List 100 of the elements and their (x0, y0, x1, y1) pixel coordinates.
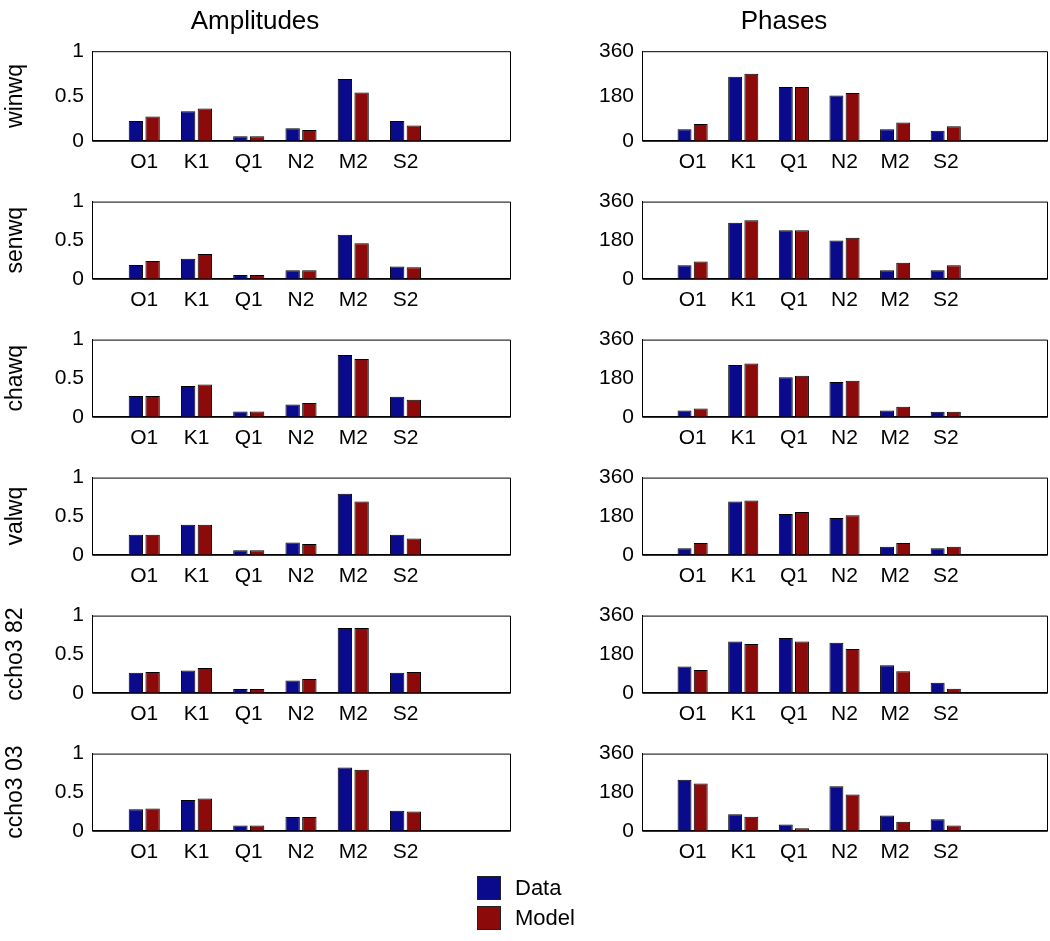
x-tick-label: S2 (392, 563, 419, 587)
y-tick-label: 0 (72, 127, 84, 151)
y-tick-label: 360 (598, 740, 634, 764)
y-tick-label: 0 (622, 679, 634, 703)
x-tick-label: N2 (287, 563, 315, 587)
x-tick-label: N2 (831, 149, 858, 173)
legend-label: Model (515, 905, 575, 931)
y-tick-label: 360 (598, 326, 634, 350)
x-tick-label: Q1 (234, 563, 263, 587)
x-tick-label: K1 (730, 839, 757, 863)
y-tick-label: 1 (72, 188, 84, 212)
x-tick-label: Q1 (779, 563, 808, 587)
x-tick-label: S2 (932, 287, 959, 311)
x-tick-label: N2 (287, 149, 315, 173)
y-tick-label: 0 (622, 817, 634, 841)
chart-title: Phases (740, 4, 828, 35)
x-tick-label: N2 (287, 839, 315, 863)
y-tick-label: 1 (72, 38, 84, 61)
x-tick-label: M2 (338, 563, 368, 587)
x-tick-label: K1 (183, 149, 210, 173)
y-tick-label: 360 (598, 464, 634, 488)
x-tick-label: K1 (730, 425, 757, 449)
x-tick-label: Q1 (234, 425, 263, 449)
x-tick-label: O1 (678, 701, 707, 725)
x-tick-label: N2 (287, 287, 315, 311)
y-tick-label: 0 (72, 679, 84, 703)
x-tick-label: S2 (932, 563, 959, 587)
x-tick-label: M2 (880, 839, 910, 863)
x-tick-label: K1 (730, 563, 757, 587)
x-tick-label: Q1 (779, 839, 808, 863)
y-tick-label: 360 (598, 602, 634, 626)
y-tick-label: 0.5 (54, 641, 84, 664)
x-tick-label: M2 (880, 425, 910, 449)
x-tick-label: O1 (678, 149, 707, 173)
x-tick-label: Q1 (779, 425, 808, 449)
x-tick-label: Q1 (234, 701, 263, 725)
y-tick-label: 180 (598, 365, 634, 388)
x-tick-label: S2 (392, 839, 419, 863)
x-tick-label: Q1 (234, 149, 263, 173)
x-tick-label: Q1 (234, 287, 263, 311)
y-tick-label: 180 (598, 641, 634, 664)
y-tick-label: 0.5 (54, 82, 84, 106)
x-tick-label: S2 (392, 701, 419, 725)
x-tick-label: S2 (932, 839, 959, 863)
x-tick-label: M2 (880, 149, 910, 173)
y-tick-label: 1 (72, 602, 84, 626)
x-tick-label: O1 (130, 149, 159, 173)
x-tick-label: K1 (183, 563, 210, 587)
x-tick-label: Q1 (779, 149, 808, 173)
x-tick-label: M2 (338, 701, 368, 725)
y-tick-label: 180 (598, 503, 634, 526)
x-tick-label: S2 (392, 287, 419, 311)
x-tick-label: N2 (831, 701, 858, 725)
y-tick-label: 180 (598, 227, 634, 250)
x-tick-label: O1 (130, 701, 159, 725)
x-tick-label: K1 (730, 149, 757, 173)
x-tick-label: N2 (831, 425, 858, 449)
x-tick-label: K1 (183, 425, 210, 449)
y-tick-label: 0 (622, 265, 634, 289)
chart-title: Amplitudes (190, 4, 320, 35)
y-tick-label: 0.5 (54, 503, 84, 526)
y-tick-label: 0 (72, 817, 84, 841)
x-tick-label: O1 (678, 839, 707, 863)
x-tick-label: K1 (730, 701, 757, 725)
y-tick-label: 180 (598, 82, 634, 106)
x-tick-label: M2 (338, 149, 368, 173)
y-tick-label: 1 (72, 464, 84, 488)
y-axis-title: chawq (1, 344, 28, 412)
x-tick-label: N2 (287, 701, 315, 725)
y-tick-label: 0 (72, 541, 84, 565)
x-tick-label: N2 (831, 287, 858, 311)
y-tick-label: 0 (622, 127, 634, 151)
y-tick-label: 360 (598, 188, 634, 212)
x-tick-label: M2 (338, 425, 368, 449)
y-tick-label: 1 (72, 326, 84, 350)
y-tick-label: 0 (622, 541, 634, 565)
x-tick-label: S2 (932, 425, 959, 449)
x-tick-label: M2 (880, 287, 910, 311)
x-tick-label: O1 (130, 563, 159, 587)
y-tick-label: 0 (72, 403, 84, 427)
x-tick-label: N2 (831, 839, 858, 863)
y-tick-label: 0.5 (54, 227, 84, 250)
y-tick-label: 0.5 (54, 365, 84, 388)
y-axis-title: valwq (1, 486, 28, 546)
x-tick-label: M2 (880, 701, 910, 725)
x-tick-label: O1 (130, 425, 159, 449)
x-tick-label: O1 (678, 563, 707, 587)
y-tick-label: 0.5 (54, 779, 84, 802)
x-tick-label: O1 (678, 425, 707, 449)
x-tick-label: M2 (338, 287, 368, 311)
x-tick-label: N2 (287, 425, 315, 449)
x-tick-label: M2 (338, 839, 368, 863)
x-tick-label: O1 (130, 839, 159, 863)
y-tick-label: 0 (72, 265, 84, 289)
x-tick-label: O1 (678, 287, 707, 311)
x-tick-label: O1 (130, 287, 159, 311)
x-tick-label: Q1 (779, 701, 808, 725)
y-axis-title: senwq (1, 206, 28, 274)
y-tick-label: 0 (622, 403, 634, 427)
x-tick-label: K1 (183, 839, 210, 863)
